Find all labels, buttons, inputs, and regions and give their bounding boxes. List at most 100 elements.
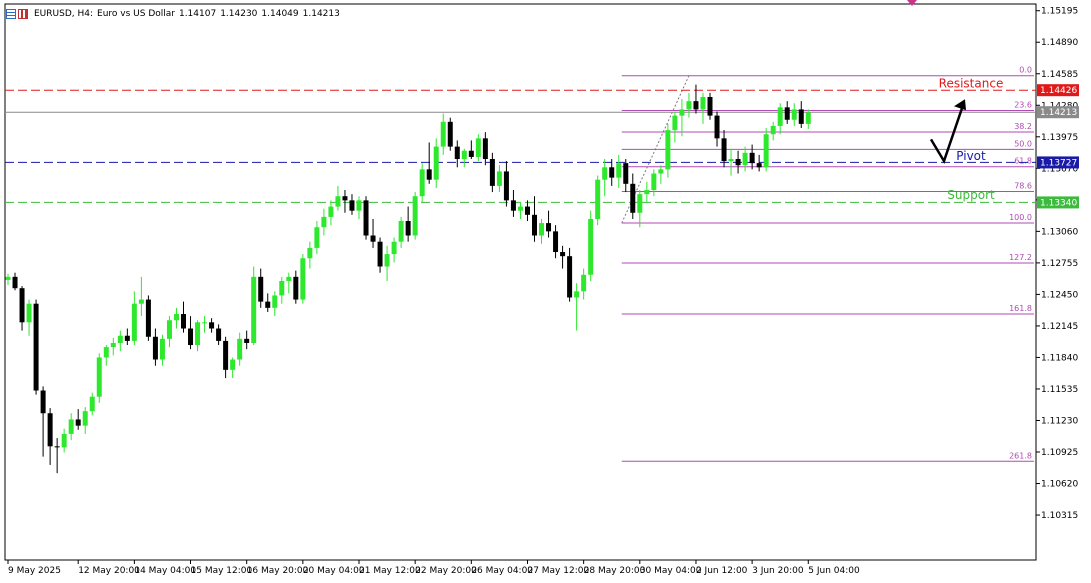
bull-candle (286, 276, 292, 281)
x-tick-label: 30 May 04:00 (640, 566, 702, 576)
x-tick-label: 21 May 12:00 (359, 566, 421, 576)
bull-candle (419, 169, 425, 197)
bull-candle (384, 254, 390, 267)
bull-candle (672, 115, 678, 131)
bull-candle (665, 130, 671, 170)
bear-candle (223, 340, 229, 370)
y-tick-label: 1.11230 (1041, 416, 1078, 426)
bull-candle (588, 218, 594, 275)
bull-candle (602, 167, 608, 180)
quote-high: 1.14230 (220, 9, 258, 19)
bear-candle (40, 390, 46, 414)
x-tick-label: 2 Jun 12:00 (696, 566, 748, 576)
bear-candle (258, 276, 264, 302)
bear-candle (707, 97, 713, 116)
bull-candle (103, 347, 109, 358)
price-tag (1037, 84, 1079, 97)
bull-candle (700, 97, 706, 110)
bull-candle (539, 223, 545, 236)
bull-candle (581, 274, 587, 292)
bear-candle (468, 150, 474, 157)
price-tag-label: 1.13340 (1040, 198, 1077, 208)
fib-level-label: 50.0 (1014, 139, 1032, 148)
price-tag (1037, 196, 1079, 209)
y-tick-label: 1.14890 (1041, 38, 1078, 48)
bull-candle (728, 159, 734, 162)
x-tick-label: 22 May 20:00 (415, 566, 477, 576)
projection-arrowhead (954, 99, 966, 111)
price-tag-label: 1.14213 (1040, 108, 1077, 118)
bull-candle (496, 171, 502, 186)
chart-type-icon[interactable] (18, 9, 28, 19)
fib-level-label: 78.6 (1014, 181, 1032, 190)
bull-candle (307, 247, 313, 259)
bear-candle (546, 223, 552, 232)
fib-level-label: 61.8 (1014, 157, 1032, 166)
bull-candle (574, 291, 580, 298)
quote-open: 1.14107 (178, 9, 217, 19)
y-tick-label: 1.12145 (1041, 322, 1078, 332)
menu-icon[interactable] (6, 9, 16, 19)
bear-candle (426, 169, 432, 180)
y-tick-label: 1.13670 (1041, 164, 1078, 174)
symbol-label: EURUSD, H4: (34, 9, 94, 19)
bull-candle (461, 150, 467, 160)
bear-candle (12, 276, 18, 289)
bull-candle (742, 152, 748, 166)
bear-candle (714, 115, 720, 139)
bull-candle (770, 125, 776, 135)
bear-candle (721, 138, 727, 162)
x-tick-label: 12 May 20:00 (78, 566, 140, 576)
bear-candle (749, 152, 755, 164)
bear-candle (145, 299, 151, 337)
bear-candle (532, 214, 537, 236)
quote-close: 1.14213 (302, 9, 340, 19)
bull-candle (637, 194, 643, 213)
bear-candle (19, 288, 25, 323)
bull-candle (61, 433, 67, 448)
price-tag-label: 1.14426 (1040, 86, 1077, 96)
bull-candle (117, 335, 123, 343)
price-tag-label: 1.13727 (1040, 158, 1077, 168)
x-tick-label: 16 May 20:00 (247, 566, 309, 576)
bear-candle (623, 163, 629, 184)
bear-candle (363, 200, 369, 236)
y-tick-label: 1.15195 (1041, 7, 1078, 17)
bull-candle (433, 146, 439, 180)
bull-candle (138, 299, 144, 304)
y-tick-label: 1.14585 (1041, 70, 1078, 80)
bear-candle (553, 231, 559, 253)
bull-candle (517, 206, 523, 211)
x-tick-label: 20 May 04:00 (303, 566, 365, 576)
bull-candle (391, 241, 397, 255)
y-tick-label: 1.10620 (1041, 480, 1078, 490)
bear-candle (33, 303, 39, 391)
bull-candle (272, 295, 278, 308)
bear-candle (188, 328, 194, 346)
bull-candle (328, 206, 334, 217)
bull-candle (279, 280, 285, 296)
bull-candle (166, 320, 172, 339)
annotation-resistance: Resistance (939, 77, 1004, 91)
bear-candle (209, 322, 215, 329)
x-tick-label: 9 May 2025 (8, 566, 61, 576)
bear-candle (216, 328, 222, 341)
y-tick-label: 1.10315 (1041, 511, 1078, 521)
bull-candle (616, 163, 622, 178)
bear-candle (370, 235, 376, 242)
bull-candle (440, 121, 446, 147)
bull-candle (131, 303, 137, 341)
bear-candle (510, 200, 516, 211)
x-tick-label: 3 Jun 20:00 (752, 566, 804, 576)
bull-candle (110, 342, 116, 348)
x-tick-label: 14 May 04:00 (134, 566, 196, 576)
bull-candle (321, 216, 327, 228)
bull-candle (96, 357, 102, 397)
bull-candle (195, 322, 201, 346)
bull-candle (398, 221, 404, 242)
bull-candle (335, 196, 341, 207)
bull-candle (173, 314, 179, 321)
bear-candle (265, 301, 271, 308)
y-tick-label: 1.11840 (1041, 353, 1078, 363)
